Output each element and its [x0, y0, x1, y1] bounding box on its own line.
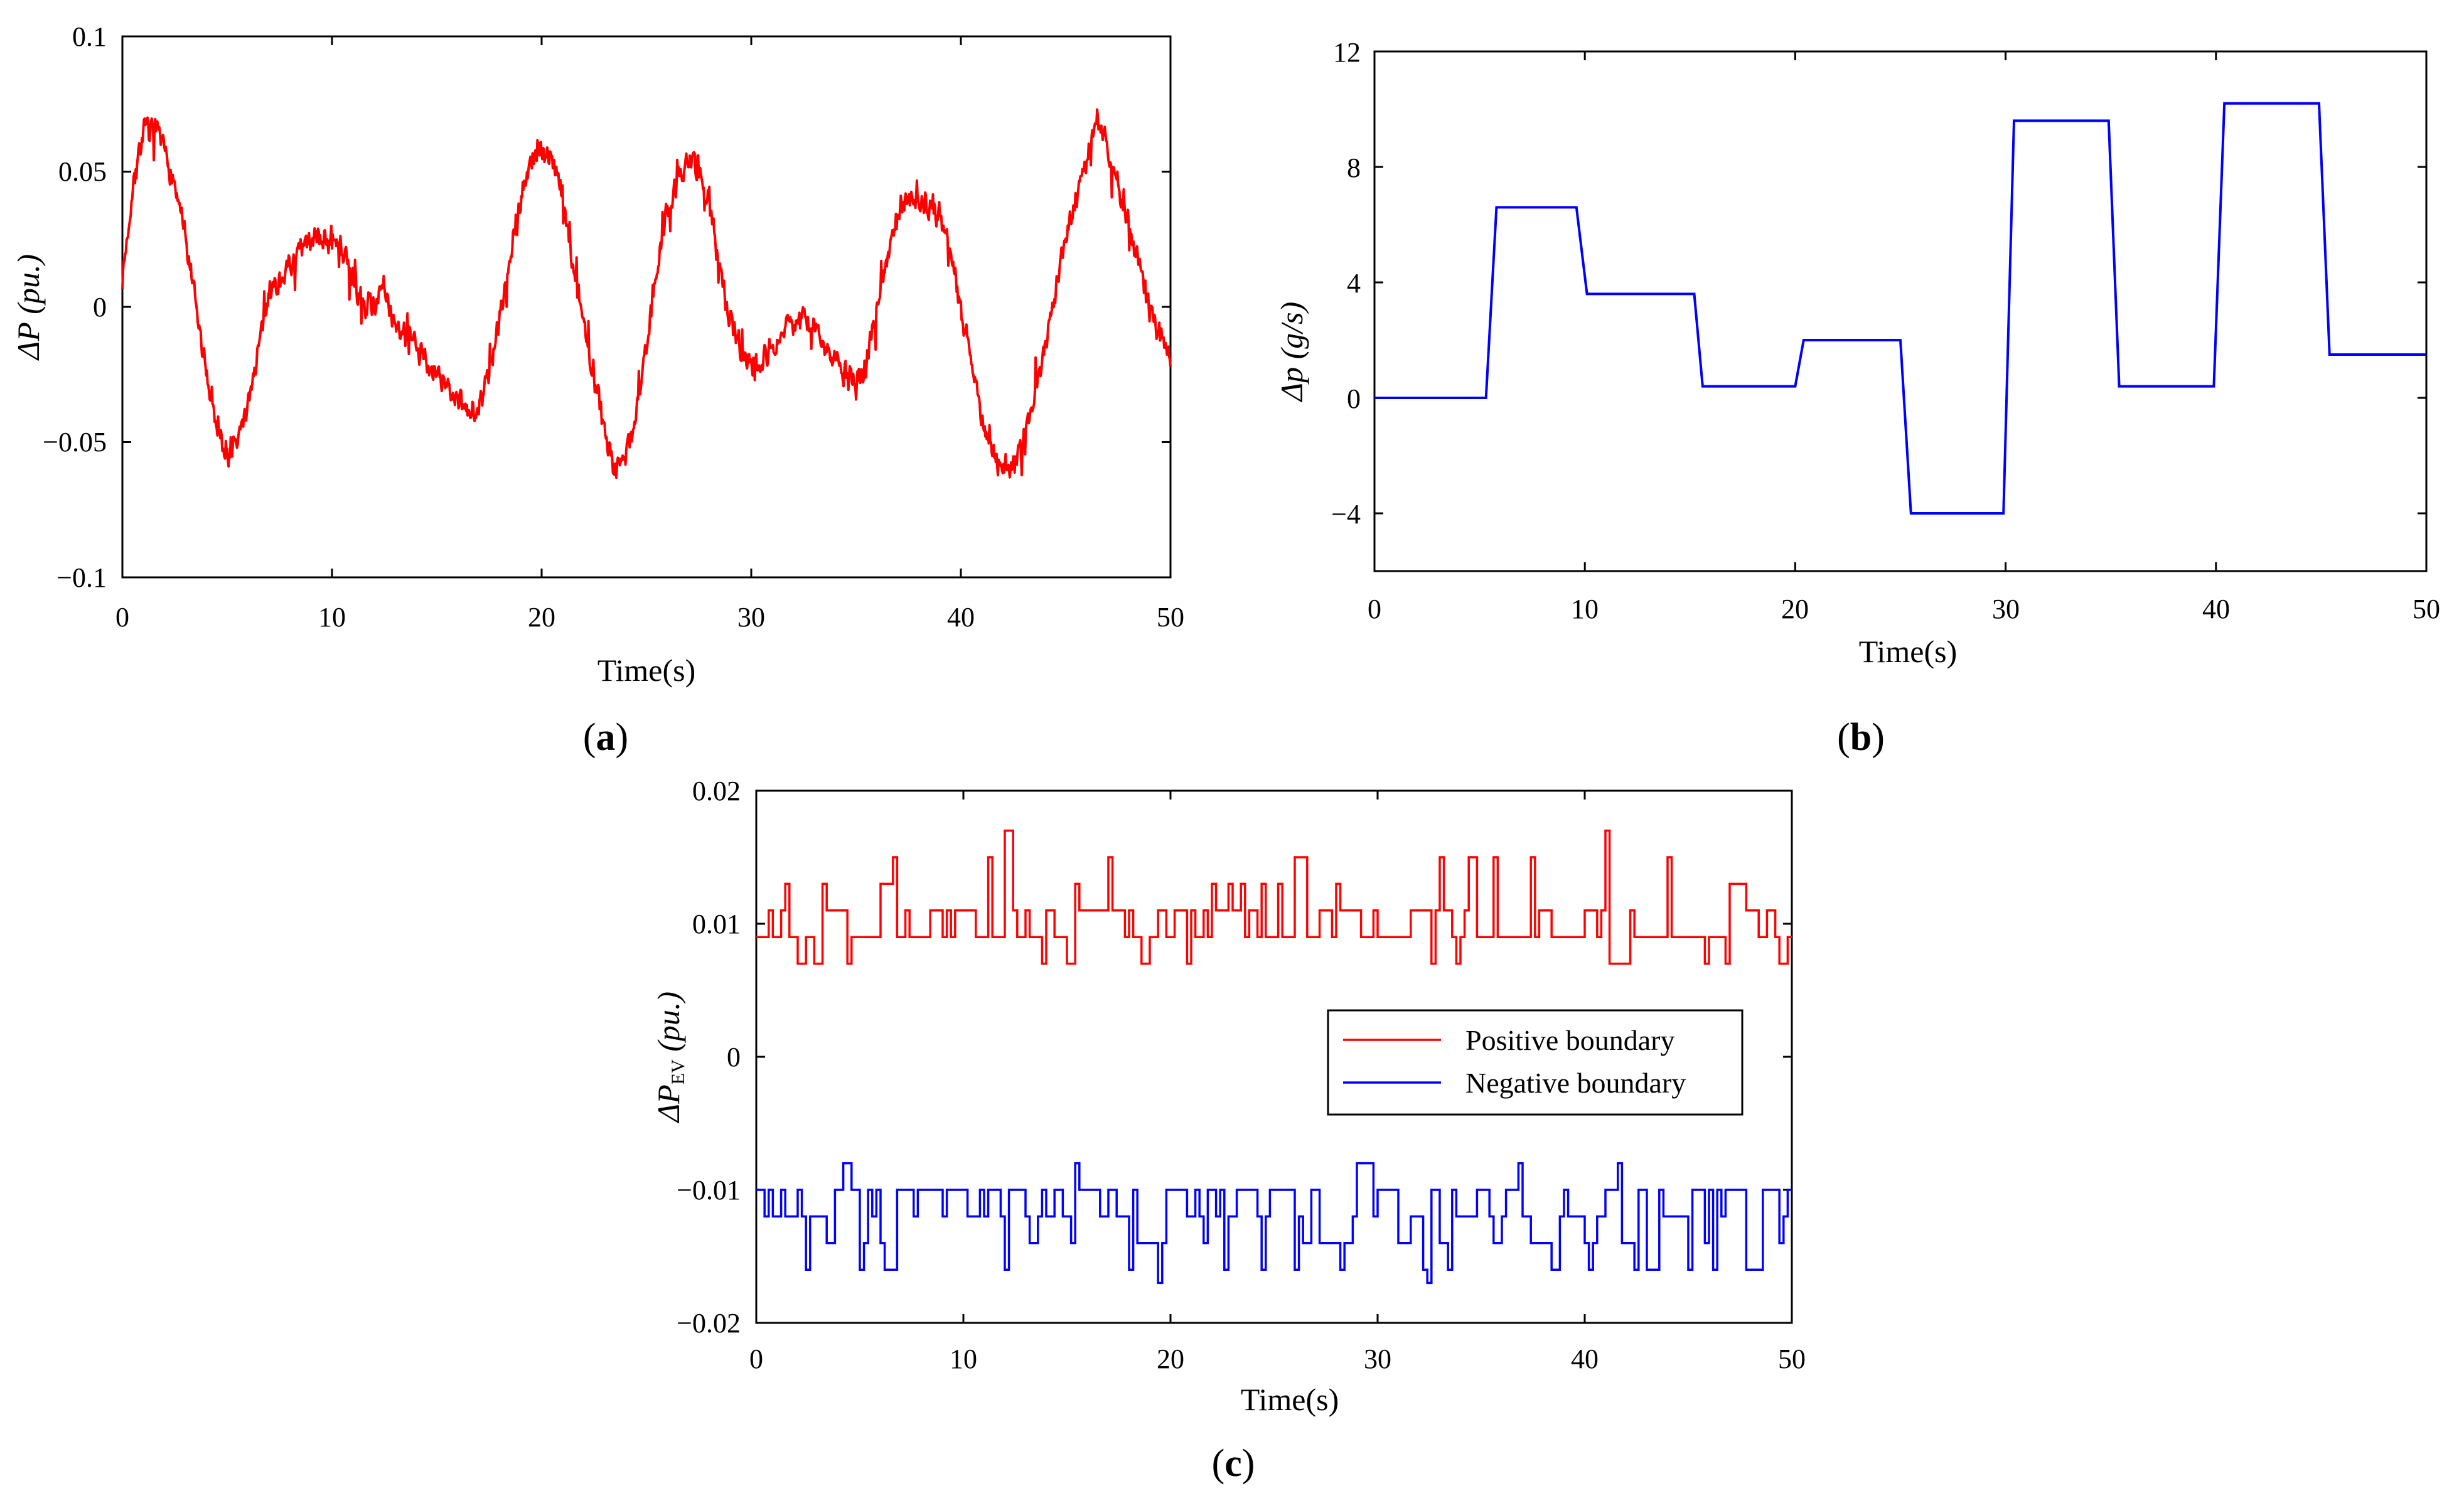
chart-c: 0 10 20 30 40 50 −0.02 −0.01 0 0.01 0.02… — [651, 776, 1806, 1485]
chart-b-y-tick-labels: −4 0 4 8 12 — [1331, 37, 1361, 530]
chart-b-ytick-label: −4 — [1331, 499, 1361, 530]
chart-c-negative-boundary-line — [756, 1162, 1792, 1285]
chart-a-ytick-label: −0.1 — [56, 562, 107, 593]
chart-b-plot-frame — [1373, 50, 2428, 572]
chart-c-positive-boundary-line — [756, 829, 1792, 965]
chart-a-panel-label: (a) — [583, 716, 628, 759]
chart-c-y-tick-labels: −0.02 −0.01 0 0.01 0.02 — [677, 776, 741, 1339]
chart-c-ytick-label: −0.01 — [677, 1175, 741, 1206]
chart-a-y-axis-unit: (pu.) — [11, 254, 46, 314]
chart-b-ytick-label: 0 — [1347, 383, 1361, 414]
chart-a-plot-frame — [121, 35, 1172, 579]
chart-c-ytick-label: 0.01 — [692, 909, 741, 939]
chart-b-ytick-label: 12 — [1333, 37, 1361, 68]
chart-b-y-axis-unit: (g/s) — [1274, 302, 1309, 360]
chart-a-x-tick-labels: 0 10 20 30 40 50 — [115, 602, 1184, 633]
chart-a-xtick-label: 30 — [737, 602, 765, 633]
chart-b: 0 10 20 30 40 50 −4 0 4 8 12 Time(s) Δp … — [1274, 37, 2440, 759]
chart-b-x-tick-labels: 0 10 20 30 40 50 — [1368, 594, 2440, 624]
chart-c-y-axis-symbol: ΔP — [651, 1084, 686, 1123]
chart-a-xtick-label: 0 — [115, 602, 129, 633]
chart-a-series-line — [121, 108, 1172, 479]
chart-c-y-axis-label: ΔPEV (pu.) — [651, 992, 688, 1123]
chart-c-xtick-label: 10 — [950, 1344, 977, 1374]
chart-b-xtick-label: 50 — [2413, 594, 2440, 624]
chart-a-ytick-label: 0.05 — [58, 156, 107, 187]
chart-b-panel-label: (b) — [1837, 716, 1885, 759]
chart-c-xtick-label: 50 — [1778, 1344, 1806, 1374]
chart-b-series-line — [1374, 102, 2426, 515]
chart-c-legend-label-negative: Negative boundary — [1465, 1067, 1686, 1099]
chart-a-ticks — [121, 35, 1172, 579]
chart-c-x-axis-label: Time(s) — [1241, 1382, 1339, 1417]
chart-c-xtick-label: 30 — [1364, 1344, 1391, 1374]
chart-c-y-axis-subscript: EV — [668, 1059, 688, 1084]
chart-b-xtick-label: 10 — [1571, 594, 1599, 624]
chart-c-ytick-label: 0.02 — [692, 776, 741, 806]
chart-b-xtick-label: 0 — [1368, 594, 1381, 624]
chart-b-y-axis-label: Δp (g/s) — [1274, 302, 1309, 403]
chart-b-x-axis-label: Time(s) — [1859, 634, 1958, 669]
chart-a-ytick-label: 0.1 — [72, 21, 107, 52]
chart-c-ytick-label: 0 — [727, 1042, 741, 1072]
chart-a-x-axis-label: Time(s) — [597, 653, 696, 688]
chart-a-y-axis-label: ΔP (pu.) — [11, 254, 46, 361]
chart-b-xtick-label: 30 — [1992, 594, 2020, 624]
chart-c-legend-label-positive: Positive boundary — [1465, 1024, 1674, 1056]
chart-a-xtick-label: 40 — [947, 602, 975, 633]
chart-b-xtick-label: 40 — [2202, 594, 2230, 624]
chart-a-xtick-label: 10 — [318, 602, 346, 633]
chart-a: 0 10 20 30 40 50 −0.1 −0.05 0 0.05 0.1 T… — [11, 21, 1184, 759]
chart-c-legend: Positive boundary Negative boundary — [1327, 1009, 1744, 1116]
chart-a-ytick-label: 0 — [93, 292, 107, 323]
chart-c-panel-label: (c) — [1212, 1442, 1255, 1485]
chart-c-y-axis-unit: (pu.) — [651, 992, 686, 1052]
chart-c-xtick-label: 40 — [1571, 1344, 1599, 1374]
chart-c-xtick-label: 20 — [1157, 1344, 1184, 1374]
chart-b-ytick-label: 4 — [1347, 268, 1361, 299]
chart-a-y-tick-labels: −0.1 −0.05 0 0.05 0.1 — [43, 21, 107, 593]
chart-a-xtick-label: 50 — [1157, 602, 1184, 633]
chart-b-xtick-label: 20 — [1781, 594, 1809, 624]
chart-a-ytick-label: −0.05 — [43, 427, 107, 457]
chart-b-ytick-label: 8 — [1347, 152, 1361, 183]
chart-a-y-axis-symbol: ΔP — [11, 322, 46, 361]
chart-c-legend-box — [1327, 1009, 1744, 1116]
chart-c-x-tick-labels: 0 10 20 30 40 50 — [749, 1344, 1806, 1374]
chart-c-xtick-label: 0 — [749, 1344, 763, 1374]
chart-a-xtick-label: 20 — [528, 602, 555, 633]
chart-b-y-axis-symbol: Δp — [1274, 367, 1309, 402]
chart-c-ytick-label: −0.02 — [677, 1308, 741, 1339]
